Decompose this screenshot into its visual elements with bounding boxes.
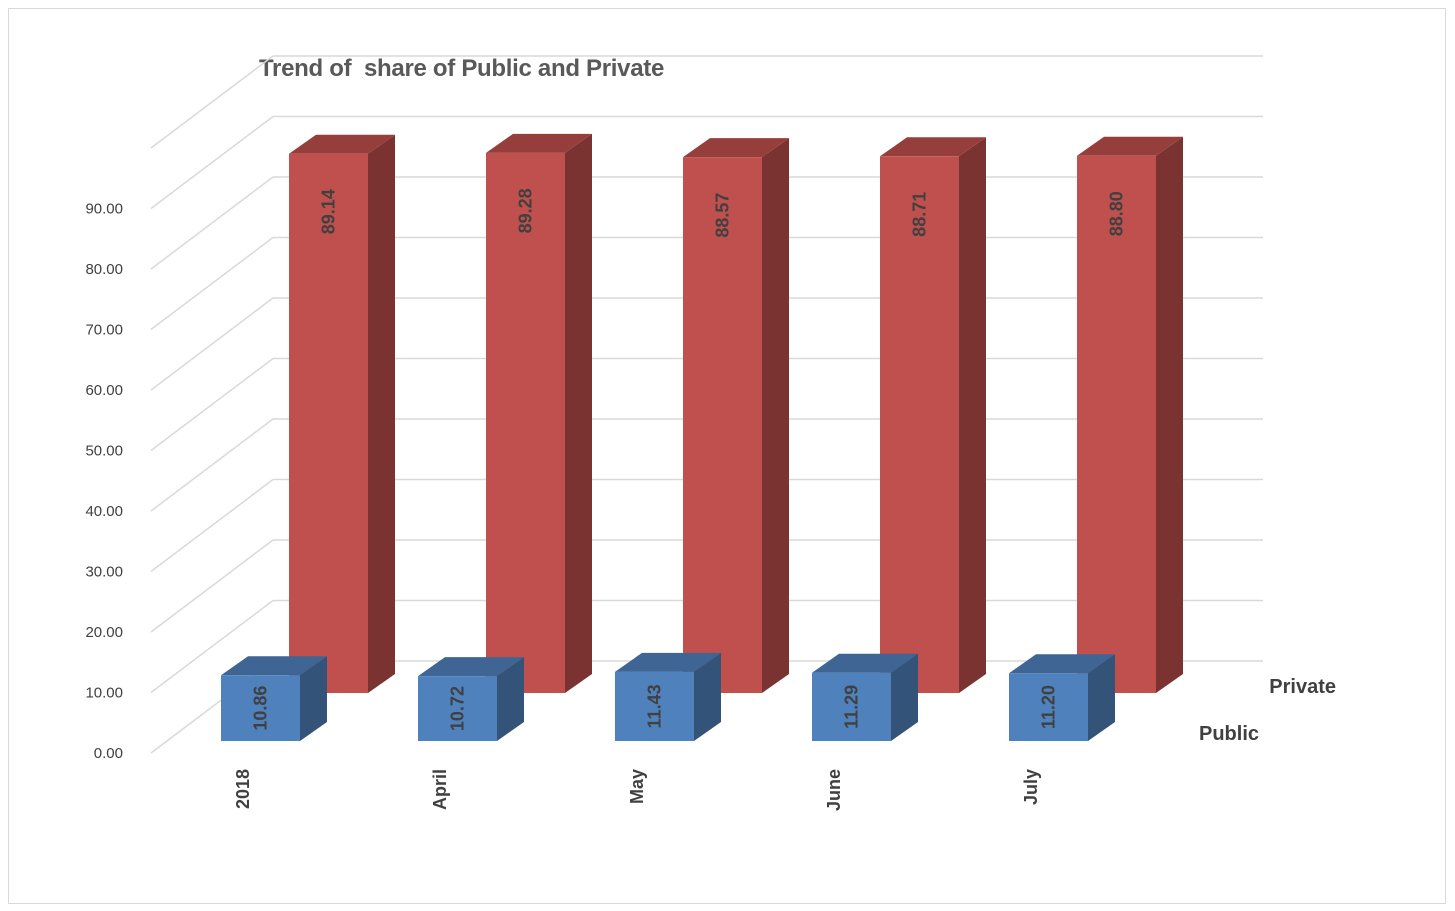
y-tick-label: 80.00 <box>85 261 123 278</box>
private-data-label: 88.71 <box>910 192 930 237</box>
private-data-label: 88.57 <box>713 193 733 238</box>
y-tick-label: 40.00 <box>85 503 123 520</box>
private-bar <box>1077 155 1156 693</box>
private-bar-side <box>565 133 592 693</box>
public-bar-side <box>300 656 327 741</box>
public-bar <box>615 671 694 741</box>
x-category-label: June <box>824 769 844 811</box>
chart-plot: 0.00 10.00 20.00 30.00 40.00 50.00 60.00 70.00 8… <box>85 55 1336 811</box>
public-bar-side <box>497 657 524 741</box>
public-data-label: 10.72 <box>448 686 468 731</box>
private-bar <box>683 157 762 694</box>
private-data-label: 89.28 <box>516 188 536 233</box>
private-data-label: 89.14 <box>319 189 339 234</box>
gridline-side <box>150 115 274 210</box>
private-bar <box>486 152 565 693</box>
private-bar-side <box>1156 136 1183 693</box>
private-bar-side <box>762 138 789 694</box>
x-category-label: 2018 <box>233 769 253 809</box>
private-bar <box>289 153 368 693</box>
gridline-side <box>150 478 274 573</box>
public-data-label: 11.20 <box>1039 685 1059 729</box>
public-bar-side <box>891 653 918 741</box>
gridline-side <box>150 55 274 149</box>
gridline-side <box>150 236 274 331</box>
chart-title: Trend of share of Public and Private <box>259 55 664 82</box>
private-bar-top <box>1077 136 1183 156</box>
x-category-label: April <box>430 769 450 810</box>
public-bar <box>1009 673 1088 741</box>
private-bar <box>880 156 959 693</box>
y-tick-label: 50.00 <box>85 443 123 460</box>
public-bar-top <box>615 652 721 672</box>
gridline-side <box>150 176 274 270</box>
y-tick-label: 20.00 <box>85 624 123 641</box>
y-tick-label: 70.00 <box>85 322 123 339</box>
gridline-side <box>150 357 274 452</box>
gridline-side <box>150 418 274 512</box>
gridline-side <box>150 599 274 694</box>
public-bar-top <box>1009 654 1115 674</box>
public-bar-side <box>694 652 721 741</box>
y-tick-label: 30.00 <box>85 564 123 581</box>
private-bar-top <box>289 134 395 154</box>
private-bar-top <box>683 138 789 158</box>
y-tick-label: 10.00 <box>85 685 123 702</box>
private-data-label: 88.80 <box>1107 191 1127 236</box>
public-bar-top <box>418 657 524 677</box>
public-data-label: 11.43 <box>645 684 665 728</box>
private-bar-top <box>880 137 986 157</box>
public-bar <box>418 676 497 741</box>
gridline-side <box>150 539 274 633</box>
public-data-label: 10.86 <box>251 686 271 731</box>
series-label-private: Private <box>1269 676 1336 698</box>
y-tick-label: 0.00 <box>94 745 123 762</box>
x-category-label: May <box>627 769 647 804</box>
public-bar-top <box>221 656 327 676</box>
y-tick-label: 60.00 <box>85 382 123 399</box>
gridline-side <box>150 297 274 391</box>
x-category-label: July <box>1021 769 1041 805</box>
chart-frame: Trend of share of Public and Private 0.0… <box>8 8 1446 904</box>
private-bar-side <box>368 134 395 693</box>
private-bar-top <box>486 133 592 153</box>
public-bar-top <box>812 653 918 673</box>
private-bar-side <box>959 137 986 693</box>
public-bar-side <box>1088 654 1115 741</box>
public-data-label: 11.29 <box>842 685 862 729</box>
y-tick-label: 90.00 <box>85 201 123 218</box>
public-bar <box>812 672 891 741</box>
public-bar <box>221 675 300 741</box>
series-label-public: Public <box>1199 723 1259 745</box>
